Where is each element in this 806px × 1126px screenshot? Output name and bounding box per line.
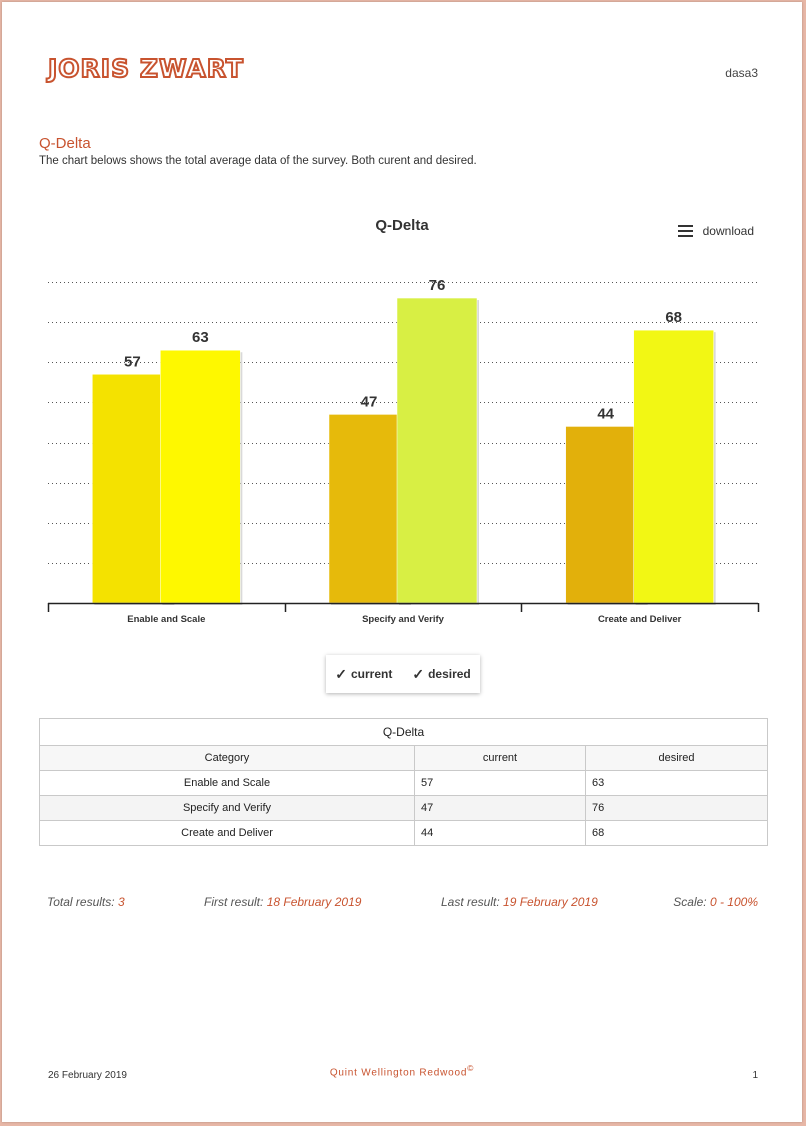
table-row: Specify and Verify 47 76 <box>39 795 768 821</box>
last-result-value: 19 February 2019 <box>503 895 598 909</box>
table-cell-current: 44 <box>414 820 586 846</box>
first-result-label: First result: <box>204 895 264 909</box>
table-cell-category: Create and Deliver <box>39 820 415 846</box>
total-results-label: Total results: <box>47 895 115 909</box>
scale-value: 0 - 100% <box>709 895 758 909</box>
scale-label: Scale: <box>673 895 707 909</box>
hamburger-menu-icon <box>677 225 693 237</box>
check-icon: ✓ <box>335 665 347 682</box>
column-header-category: Category <box>39 745 415 771</box>
x-tick-label: Specify and Verify <box>362 614 445 625</box>
section-title: Q-Delta <box>39 135 91 152</box>
section-description: The chart belows shows the total average… <box>39 155 477 167</box>
total-results-value: 3 <box>117 895 125 909</box>
table-cell-current: 57 <box>414 770 586 796</box>
table-cell-desired: 76 <box>585 795 768 821</box>
data-label-current: 47 <box>361 393 378 410</box>
last-result-label: Last result: <box>441 895 500 909</box>
bar-desired <box>396 297 478 604</box>
bar-current <box>92 374 173 604</box>
data-label-current: 44 <box>597 405 614 422</box>
bar-desired <box>633 329 714 604</box>
table-cell-current: 47 <box>414 795 586 821</box>
data-label-desired: 76 <box>429 277 446 294</box>
footer-brand-mark: © <box>467 1063 475 1073</box>
download-label: download <box>702 224 754 238</box>
chart-legend: ✓ current ✓ desired <box>326 655 480 693</box>
data-label-desired: 63 <box>192 329 209 346</box>
table-cell-category: Specify and Verify <box>39 795 415 821</box>
total-results: Total results: 3 <box>47 895 125 909</box>
table-row: Enable and Scale 57 63 <box>39 770 768 796</box>
check-icon: ✓ <box>412 665 425 682</box>
table-cell-desired: 63 <box>585 770 768 796</box>
x-tick-label: Enable and Scale <box>127 614 205 625</box>
legend-item-current[interactable]: ✓ current <box>335 666 392 683</box>
data-label-current: 57 <box>124 353 141 370</box>
footer-date: 26 February 2019 <box>48 1070 127 1081</box>
footer-brand-name: Quint Wellington Redwood <box>329 1067 468 1079</box>
bar-current <box>565 426 646 604</box>
logo: JORIS ZWART <box>47 53 244 84</box>
username: dasa3 <box>725 66 758 80</box>
last-result: Last result: 19 February 2019 <box>441 895 598 909</box>
footer-brand: Quint Wellington Redwood© <box>2 1063 802 1078</box>
column-header-current: current <box>414 745 586 771</box>
chart-title: Q-Delta <box>375 217 429 234</box>
table-caption: Q-Delta <box>39 718 768 745</box>
page-number: 1 <box>752 1070 758 1081</box>
bar-chart: 57 63 Enable and Scale 47 76 Specify and Veri… <box>47 277 760 625</box>
download-button[interactable]: download <box>677 224 754 238</box>
column-header-desired: desired <box>585 745 768 771</box>
data-table: Q-Delta Category current desired Enable … <box>39 718 768 846</box>
legend-label-current: current <box>350 667 393 681</box>
first-result: First result: 18 February 2019 <box>204 895 361 909</box>
table-cell-desired: 68 <box>585 820 768 846</box>
legend-label-desired: desired <box>428 667 471 681</box>
x-tick-label: Create and Deliver <box>598 614 682 625</box>
table-header-row: Category current desired <box>39 745 768 771</box>
table-row: Create and Deliver 44 68 <box>39 820 768 846</box>
table-cell-category: Enable and Scale <box>39 770 415 796</box>
legend-item-desired[interactable]: ✓ desired <box>412 666 470 683</box>
data-label-desired: 68 <box>665 309 682 326</box>
bar-current <box>328 414 410 604</box>
scale: Scale: 0 - 100% <box>673 895 758 909</box>
first-result-value: 18 February 2019 <box>266 895 362 909</box>
bar-desired <box>160 349 241 604</box>
